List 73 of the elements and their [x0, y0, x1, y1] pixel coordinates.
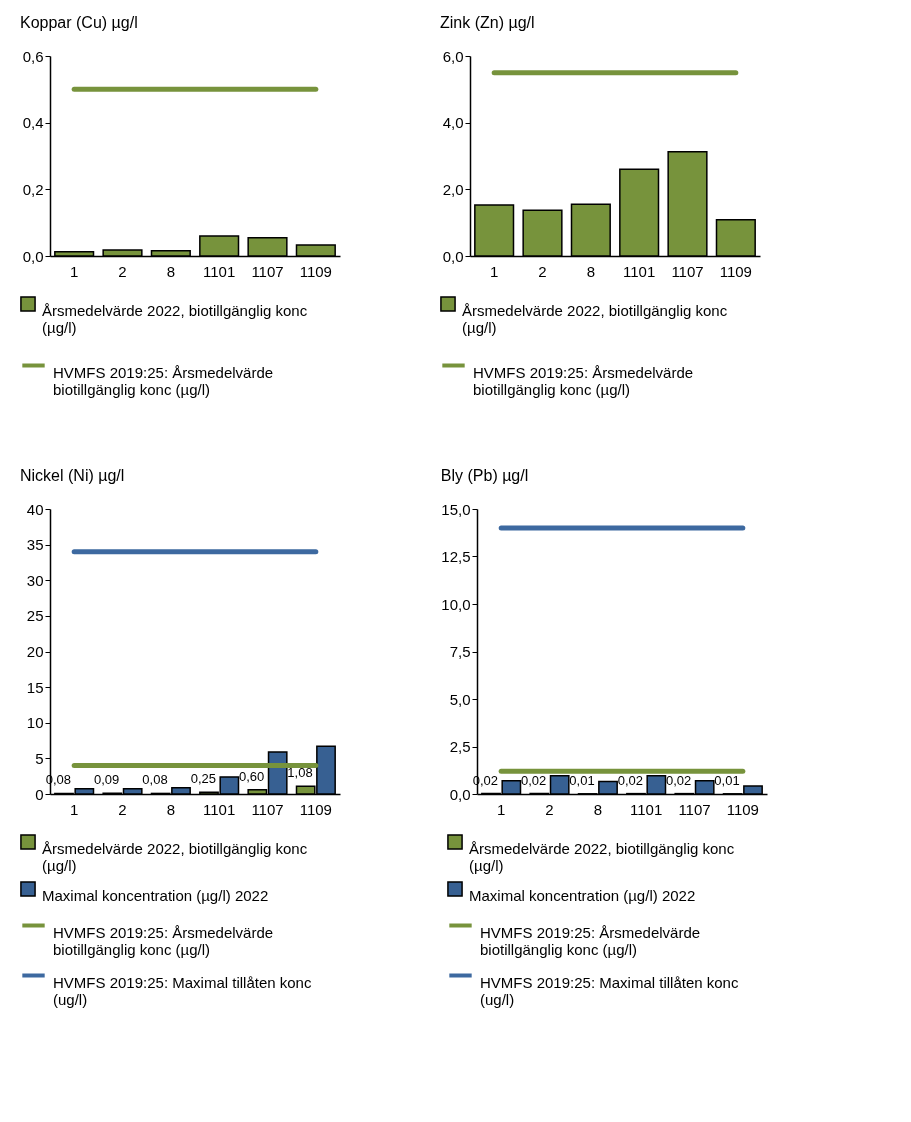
y-tick-label: 0,0: [22, 247, 44, 265]
chart-title: Zink (Zn) µg/l: [440, 14, 535, 31]
x-tick-label: 1109: [299, 262, 332, 280]
y-tick-label: 2,5: [449, 738, 471, 755]
y-tick-label: 12,5: [441, 548, 471, 565]
y-tick-label: 0,4: [22, 114, 44, 132]
y-tick-label: 5,0: [449, 690, 471, 708]
legend-label: Årsmedelvärde 2022, biotillgänglig konc (µg/l): [42, 840, 308, 874]
x-tick-label: 1: [69, 800, 79, 818]
y-tick-label: 5: [35, 749, 44, 767]
x-tick-label: 8: [586, 262, 596, 280]
y-tick-label: 10: [26, 714, 44, 732]
chart-title: Nickel (Ni) µg/l: [20, 467, 125, 484]
y-tick-label: 35: [26, 536, 44, 554]
legend-label: HVMFS 2019:25: Årsmedelvärde biotillgänglig konc (µg/l): [473, 363, 694, 398]
legend-label: HVMFS 2019:25: Årsmedelvärde biotillgänglig konc (µg/l): [480, 923, 701, 958]
y-tick-label: 20: [26, 643, 44, 660]
legend-label: HVMFS 2019:25: Maximal tillåten konc (ug/l): [480, 973, 739, 1008]
y-tick-label: 0,0: [442, 247, 464, 265]
x-tick-label: 1101: [630, 800, 663, 818]
legend-label: Årsmedelvärde 2022, biotillgänglig konc (µg/l): [469, 840, 735, 874]
x-tick-label: 1107: [671, 262, 704, 280]
data-label: 0,08: [142, 772, 168, 788]
x-tick-label: 1: [496, 800, 506, 818]
y-tick-label: 25: [26, 607, 44, 625]
legend-label: Årsmedelvärde 2022, biotillgänglig konc (µg/l): [42, 302, 308, 336]
data-label: 0,02: [666, 772, 692, 788]
legend-label: Maximal koncentration (µg/l) 2022: [469, 887, 696, 904]
y-tick-label: 40: [26, 500, 44, 518]
x-tick-label: 2: [545, 800, 554, 818]
data-label: 0,25: [190, 771, 216, 787]
legend-label: Årsmedelvärde 2022, biotillgänglig konc (µg/l): [462, 302, 728, 336]
y-tick-label: 15,0: [441, 500, 471, 518]
data-label: 0,02: [521, 772, 547, 788]
x-tick-label: 1101: [623, 262, 656, 280]
y-tick-label: 30: [26, 571, 44, 589]
data-label: 0,02: [617, 772, 643, 788]
y-tick-label: 4,0: [442, 114, 464, 132]
y-tick-label: 0,6: [22, 47, 44, 65]
data-label: 1,08: [287, 765, 313, 781]
y-tick-label: 0,2: [22, 180, 44, 198]
x-tick-label: 1109: [719, 262, 752, 280]
chart-title: Bly (Pb) µg/l: [440, 467, 529, 484]
x-tick-label: 1109: [726, 800, 759, 818]
x-tick-label: 2: [118, 262, 127, 280]
x-tick-label: 1101: [203, 262, 236, 280]
legend-label: HVMFS 2019:25: Årsmedelvärde biotillgänglig konc (µg/l): [53, 363, 274, 398]
x-tick-label: 1: [489, 262, 499, 280]
y-tick-label: 15: [26, 678, 44, 696]
x-tick-label: 1109: [299, 800, 332, 818]
x-tick-label: 1107: [678, 800, 711, 818]
data-label: 0,09: [94, 772, 120, 788]
x-tick-label: 8: [166, 800, 176, 818]
x-tick-label: 2: [538, 262, 547, 280]
x-tick-label: 8: [593, 800, 603, 818]
x-tick-label: 1: [69, 262, 79, 280]
y-tick-label: 7,5: [449, 643, 471, 660]
data-label: 0,60: [239, 768, 265, 784]
y-tick-label: 6,0: [442, 47, 464, 65]
legend-label: Maximal koncentration (µg/l) 2022: [42, 887, 269, 904]
y-tick-label: 0: [35, 785, 44, 803]
x-tick-label: 1101: [203, 800, 236, 818]
y-tick-label: 2,0: [442, 180, 464, 198]
data-label: 0,01: [714, 772, 740, 788]
legend-label: HVMFS 2019:25: Maximal tillåten konc (ug/l): [53, 973, 312, 1008]
x-tick-label: 1107: [251, 800, 284, 818]
chart-title: Koppar (Cu) µg/l: [20, 14, 138, 31]
y-tick-label: 0,0: [449, 785, 471, 803]
legend-label: HVMFS 2019:25: Årsmedelvärde biotillgänglig konc (µg/l): [53, 923, 274, 958]
x-tick-label: 2: [118, 800, 127, 818]
y-tick-label: 10,0: [441, 595, 471, 613]
x-tick-label: 1107: [251, 262, 284, 280]
x-tick-label: 8: [166, 262, 176, 280]
